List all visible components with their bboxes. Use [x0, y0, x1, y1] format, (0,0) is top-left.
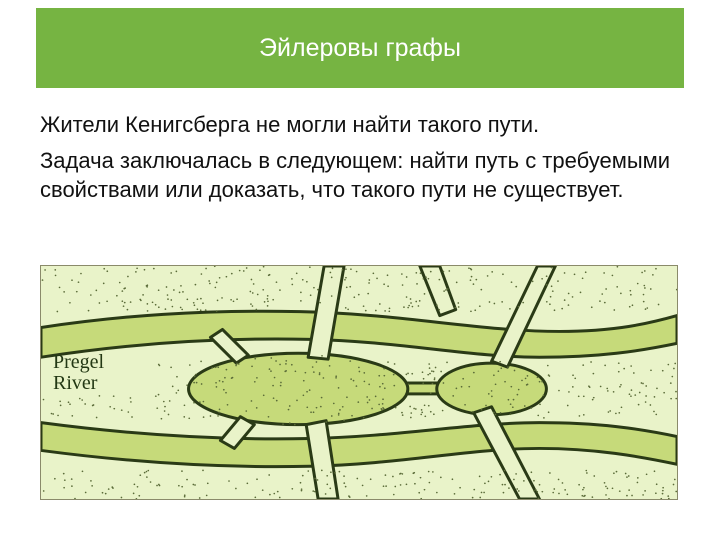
slide-title: Эйлеровы графы	[259, 34, 461, 63]
river-label-line2: River	[53, 372, 97, 394]
river-label: Pregel River	[53, 352, 104, 394]
konigsberg-figure: Pregel River	[40, 265, 678, 500]
paragraph-1: Жители Кенигсберга не могли найти такого…	[40, 110, 680, 140]
paragraph-2: Задача заключалась в следующем: найти пу…	[40, 146, 680, 205]
konigsberg-svg	[41, 266, 677, 499]
body-text: Жители Кенигсберга не могли найти такого…	[40, 110, 680, 211]
river-label-line1: Pregel	[53, 351, 104, 373]
title-bar: Эйлеровы графы	[36, 8, 684, 88]
